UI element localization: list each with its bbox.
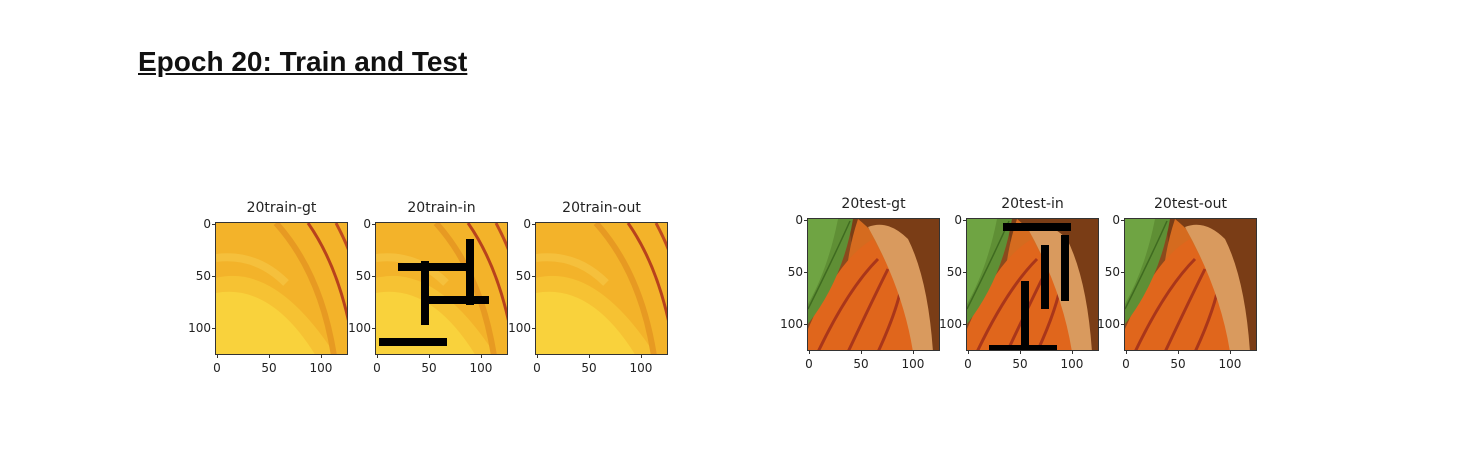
x-tick-label: 100 [469, 361, 493, 375]
y-tick-label: 100 [780, 316, 803, 331]
x-tick-label: 50 [853, 357, 869, 371]
y-tick-mark [212, 275, 215, 277]
x-tick-mark [968, 351, 969, 354]
x-tick-mark [428, 355, 430, 358]
x-tick-label: 100 [309, 361, 333, 375]
train-panel-title: 20train-gt [246, 200, 317, 216]
y-tick-mark [963, 220, 966, 221]
x-tick-mark [268, 355, 270, 358]
x-tick-mark [377, 355, 378, 358]
x-tick-mark [912, 351, 914, 354]
y-tick-mark [372, 327, 375, 329]
x-tick-label: 50 [1170, 357, 1186, 371]
y-tick-label: 0 [523, 217, 531, 231]
y-tick-label: 0 [954, 213, 962, 227]
y-tick-label: 50 [946, 264, 962, 279]
y-tick-mark [532, 327, 535, 329]
test-ground-truth-image [807, 218, 940, 351]
y-tick-label: 100 [1097, 316, 1120, 331]
y-tick-mark [963, 271, 966, 273]
test-panel-title: 20test-out [1154, 196, 1227, 212]
x-tick-label: 0 [1122, 357, 1130, 371]
x-tick-mark [1126, 351, 1127, 354]
y-tick-label: 0 [203, 217, 211, 231]
x-tick-mark [640, 355, 642, 358]
y-tick-label: 50 [787, 264, 803, 279]
y-tick-label: 0 [1112, 213, 1120, 227]
x-tick-label: 100 [1218, 357, 1242, 371]
x-tick-mark [537, 355, 538, 358]
train-masked-input-image [375, 222, 508, 355]
y-tick-mark [1121, 271, 1124, 273]
x-tick-label: 100 [629, 361, 653, 375]
y-tick-mark [1121, 220, 1124, 221]
y-tick-mark [532, 224, 535, 225]
x-tick-label: 50 [261, 361, 277, 375]
y-tick-label: 100 [348, 320, 371, 335]
y-tick-mark [1121, 323, 1124, 325]
x-tick-label: 100 [1060, 357, 1084, 371]
test-output-image [1124, 218, 1257, 351]
x-tick-label: 0 [805, 357, 813, 371]
x-tick-label: 0 [373, 361, 381, 375]
y-tick-mark [804, 271, 807, 273]
y-tick-label: 100 [508, 320, 531, 335]
x-tick-mark [1229, 351, 1231, 354]
x-tick-label: 50 [581, 361, 597, 375]
y-tick-label: 50 [515, 268, 531, 283]
y-tick-label: 100 [939, 316, 962, 331]
train-panel-title: 20train-out [562, 200, 641, 216]
x-tick-label: 0 [213, 361, 221, 375]
test-panel-title: 20test-in [1001, 196, 1064, 212]
y-tick-mark [532, 275, 535, 277]
y-tick-mark [804, 220, 807, 221]
x-tick-label: 0 [533, 361, 541, 375]
y-tick-mark [963, 323, 966, 325]
y-tick-mark [372, 224, 375, 225]
y-tick-label: 0 [363, 217, 371, 231]
x-tick-mark [809, 351, 810, 354]
y-tick-label: 50 [1104, 264, 1120, 279]
test-masked-input-image [966, 218, 1099, 351]
x-tick-mark [588, 355, 590, 358]
y-tick-mark [804, 323, 807, 325]
y-tick-mark [212, 224, 215, 225]
x-tick-mark [1071, 351, 1073, 354]
y-tick-mark [372, 275, 375, 277]
test-panel-title: 20test-gt [841, 196, 906, 212]
train-ground-truth-image [215, 222, 348, 355]
x-tick-mark [1019, 351, 1021, 354]
x-tick-label: 100 [901, 357, 925, 371]
x-tick-label: 0 [964, 357, 972, 371]
x-tick-mark [217, 355, 218, 358]
y-tick-mark [212, 327, 215, 329]
x-tick-mark [1177, 351, 1179, 354]
x-tick-mark [480, 355, 482, 358]
y-tick-label: 0 [795, 213, 803, 227]
y-tick-label: 100 [188, 320, 211, 335]
page-title: Epoch 20: Train and Test [138, 46, 468, 77]
x-tick-label: 50 [421, 361, 437, 375]
train-output-image [535, 222, 668, 355]
y-tick-label: 50 [195, 268, 211, 283]
x-tick-label: 50 [1012, 357, 1028, 371]
y-tick-label: 50 [355, 268, 371, 283]
x-tick-mark [860, 351, 862, 354]
x-tick-mark [320, 355, 322, 358]
train-panel-title: 20train-in [407, 200, 476, 216]
